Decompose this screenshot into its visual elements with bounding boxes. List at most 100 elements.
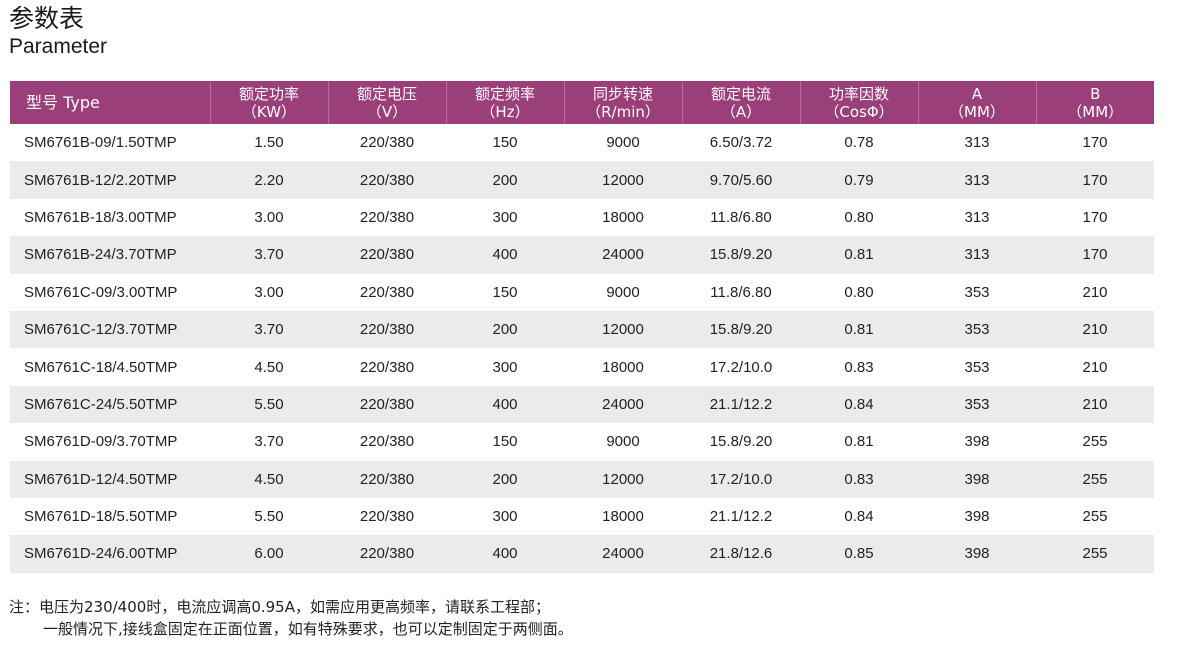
cell-sync-speed: 24000 [564,236,682,274]
cell-dimension-b: 210 [1036,348,1154,386]
cell-dimension-a: 353 [918,385,1036,424]
cell-power-factor: 0.85 [800,535,918,573]
cell-rated-current: 9.70/5.60 [682,161,800,199]
header-label: 额定电流 [710,84,771,103]
cell-power-factor: 0.81 [800,423,918,461]
table-row: SM6761D-18/5.50TMP 5.50 220/380 300 18000 21.… [10,497,1154,536]
header-unit: （A） [720,102,762,121]
cell-rated-voltage: 220/380 [328,310,446,349]
cell-sync-speed: 9000 [564,273,682,311]
cell-type: SM6761D-24/6.00TMP [10,535,210,573]
cell-rated-frequency: 300 [446,497,564,536]
header-label: 额定电压 [356,84,417,103]
cell-dimension-b: 170 [1036,161,1154,199]
header-unit: （KW） [241,102,297,121]
cell-dimension-a: 398 [918,423,1036,461]
cell-type: SM6761D-09/3.70TMP [10,423,210,461]
cell-rated-frequency: 150 [446,273,564,311]
cell-rated-frequency: 400 [446,535,564,573]
cell-dimension-a: 313 [918,161,1036,199]
footnote-line-1: 注：电压为230/400时，电流应调高0.95A，如需应用更高频率，请联系工程部… [9,598,550,616]
header-label: B [1090,84,1101,103]
cell-rated-power: 3.00 [210,273,328,311]
header-rated-frequency: 额定频率 （Hz） [445,81,564,124]
cell-dimension-a: 313 [918,124,1036,162]
cell-dimension-a: 313 [918,198,1036,237]
cell-sync-speed: 12000 [564,310,682,349]
cell-sync-speed: 18000 [564,198,682,237]
cell-rated-frequency: 150 [446,423,564,461]
cell-rated-frequency: 200 [446,460,564,498]
cell-dimension-b: 255 [1036,460,1154,498]
cell-dimension-a: 313 [918,236,1036,274]
cell-rated-power: 5.50 [210,497,328,536]
cell-dimension-b: 210 [1036,385,1154,424]
cell-rated-power: 3.70 [210,423,328,461]
header-label: 功率因数 [828,84,889,103]
header-dimension-b: B （MM） [1035,81,1154,124]
cell-rated-voltage: 220/380 [328,460,446,498]
cell-power-factor: 0.80 [800,273,918,311]
cell-sync-speed: 18000 [564,348,682,386]
cell-rated-voltage: 220/380 [328,385,446,424]
cell-type: SM6761D-12/4.50TMP [10,460,210,498]
cell-rated-current: 21.8/12.6 [682,535,800,573]
table-row: SM6761C-18/4.50TMP 4.50 220/380 300 18000 17.… [10,348,1154,386]
cell-rated-power: 3.70 [210,236,328,274]
cell-dimension-a: 398 [918,460,1036,498]
cell-rated-frequency: 200 [446,310,564,349]
header-unit: （V） [366,102,408,121]
cell-rated-power: 6.00 [210,535,328,573]
cell-dimension-b: 255 [1036,535,1154,573]
header-label: 额定功率 [238,84,299,103]
cell-type: SM6761D-18/5.50TMP [10,497,210,536]
header-dimension-a: A （MM） [917,81,1036,124]
cell-type: SM6761C-24/5.50TMP [10,385,210,424]
cell-dimension-b: 170 [1036,236,1154,274]
cell-rated-frequency: 300 [446,348,564,386]
footnote-line-2: 一般情况下,接线盒固定在正面位置，如有特殊要求，也可以定制固定于两侧面。 [43,620,573,638]
cell-power-factor: 0.84 [800,497,918,536]
cell-rated-power: 1.50 [210,124,328,162]
cell-type: SM6761C-12/3.70TMP [10,310,210,349]
header-label: 额定频率 [474,84,535,103]
cell-rated-current: 15.8/9.20 [682,423,800,461]
cell-dimension-b: 210 [1036,310,1154,349]
cell-rated-current: 15.8/9.20 [682,236,800,274]
header-unit: （MM） [1067,102,1124,121]
cell-rated-voltage: 220/380 [328,198,446,237]
header-sync-speed: 同步转速 （R/min） [563,81,682,124]
parameter-table: 型号 Type 额定功率 （KW） 额定电压 （V） 额定频率 （Hz） 同步转速 （R… [10,81,1154,573]
cell-sync-speed: 18000 [564,497,682,536]
cell-rated-frequency: 150 [446,124,564,162]
table-row: SM6761B-09/1.50TMP 1.50 220/380 150 9000 6.50… [10,124,1154,162]
cell-power-factor: 0.83 [800,460,918,498]
table-row: SM6761C-24/5.50TMP 5.50 220/380 400 24000 21.… [10,385,1154,424]
cell-type: SM6761B-12/2.20TMP [10,161,210,199]
cell-dimension-b: 170 [1036,124,1154,162]
cell-type: SM6761B-18/3.00TMP [10,198,210,237]
cell-rated-voltage: 220/380 [328,535,446,573]
cell-sync-speed: 9000 [564,423,682,461]
footnote: 注：电压为230/400时，电流应调高0.95A，如需应用更高频率，请联系工程部… [9,596,573,640]
cell-rated-current: 17.2/10.0 [682,460,800,498]
cell-rated-power: 3.00 [210,198,328,237]
cell-rated-current: 21.1/12.2 [682,385,800,424]
cell-type: SM6761C-18/4.50TMP [10,348,210,386]
table-row: SM6761C-12/3.70TMP 3.70 220/380 200 12000 15.… [10,310,1154,349]
cell-rated-power: 4.50 [210,460,328,498]
header-type: 型号 Type [10,81,210,124]
cell-rated-voltage: 220/380 [328,273,446,311]
cell-dimension-b: 255 [1036,423,1154,461]
table-row: SM6761B-18/3.00TMP 3.00 220/380 300 18000 11.… [10,198,1154,237]
cell-rated-voltage: 220/380 [328,497,446,536]
cell-rated-power: 2.20 [210,161,328,199]
cell-sync-speed: 9000 [564,124,682,162]
cell-rated-voltage: 220/380 [328,124,446,162]
cell-rated-voltage: 220/380 [328,348,446,386]
cell-rated-voltage: 220/380 [328,161,446,199]
table-body: SM6761B-09/1.50TMP 1.50 220/380 150 9000 6.50… [10,124,1154,573]
cell-rated-voltage: 220/380 [328,236,446,274]
page-subtitle: Parameter [9,35,108,58]
cell-sync-speed: 24000 [564,535,682,573]
